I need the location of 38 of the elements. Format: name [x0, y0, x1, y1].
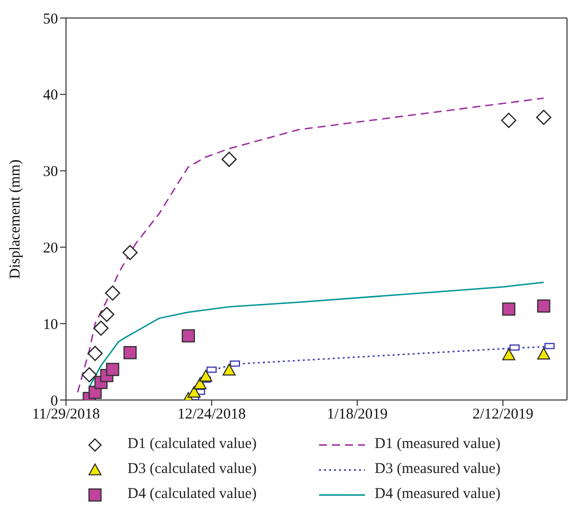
x-tick-label: 12/24/2018	[177, 406, 246, 423]
point	[537, 348, 550, 360]
y-tick-label: 0	[50, 393, 58, 410]
legend-label: D1 (measured value)	[374, 436, 500, 453]
point	[536, 110, 552, 125]
point	[222, 364, 236, 376]
y-tick-label: 50	[43, 11, 58, 28]
point	[106, 362, 120, 376]
point	[122, 244, 138, 260]
point	[502, 348, 516, 360]
x-tick-label: 2/12/2019	[472, 406, 534, 423]
legend-label: D3 (calculated value)	[128, 461, 257, 478]
legend-label: D4 (calculated value)	[128, 486, 257, 503]
point	[188, 386, 201, 398]
point	[502, 302, 516, 316]
y-tick-label: 10	[43, 316, 58, 333]
legend-label: D1 (calculated value)	[128, 436, 257, 453]
point	[93, 320, 109, 336]
point	[123, 346, 137, 360]
point	[199, 370, 212, 382]
point	[88, 346, 103, 361]
point	[193, 377, 206, 390]
point	[105, 285, 120, 301]
point	[222, 152, 237, 167]
point	[182, 329, 195, 342]
point	[537, 299, 550, 313]
y-tick-label: 30	[43, 164, 58, 180]
point	[501, 112, 516, 128]
point	[99, 306, 114, 322]
x-tick-label: 11/29/2018	[32, 406, 100, 423]
y-tick-label: 40	[43, 88, 58, 104]
point	[82, 367, 97, 382]
y-axis-title: Displacement (mm)	[7, 159, 24, 279]
legend-label: D4 (measured value)	[374, 486, 500, 503]
line-series	[76, 98, 544, 394]
x-tick-label: 1/18/2019	[326, 406, 388, 423]
legend-label: D3 (measured value)	[374, 461, 500, 478]
y-tick-label: 20	[43, 240, 58, 257]
